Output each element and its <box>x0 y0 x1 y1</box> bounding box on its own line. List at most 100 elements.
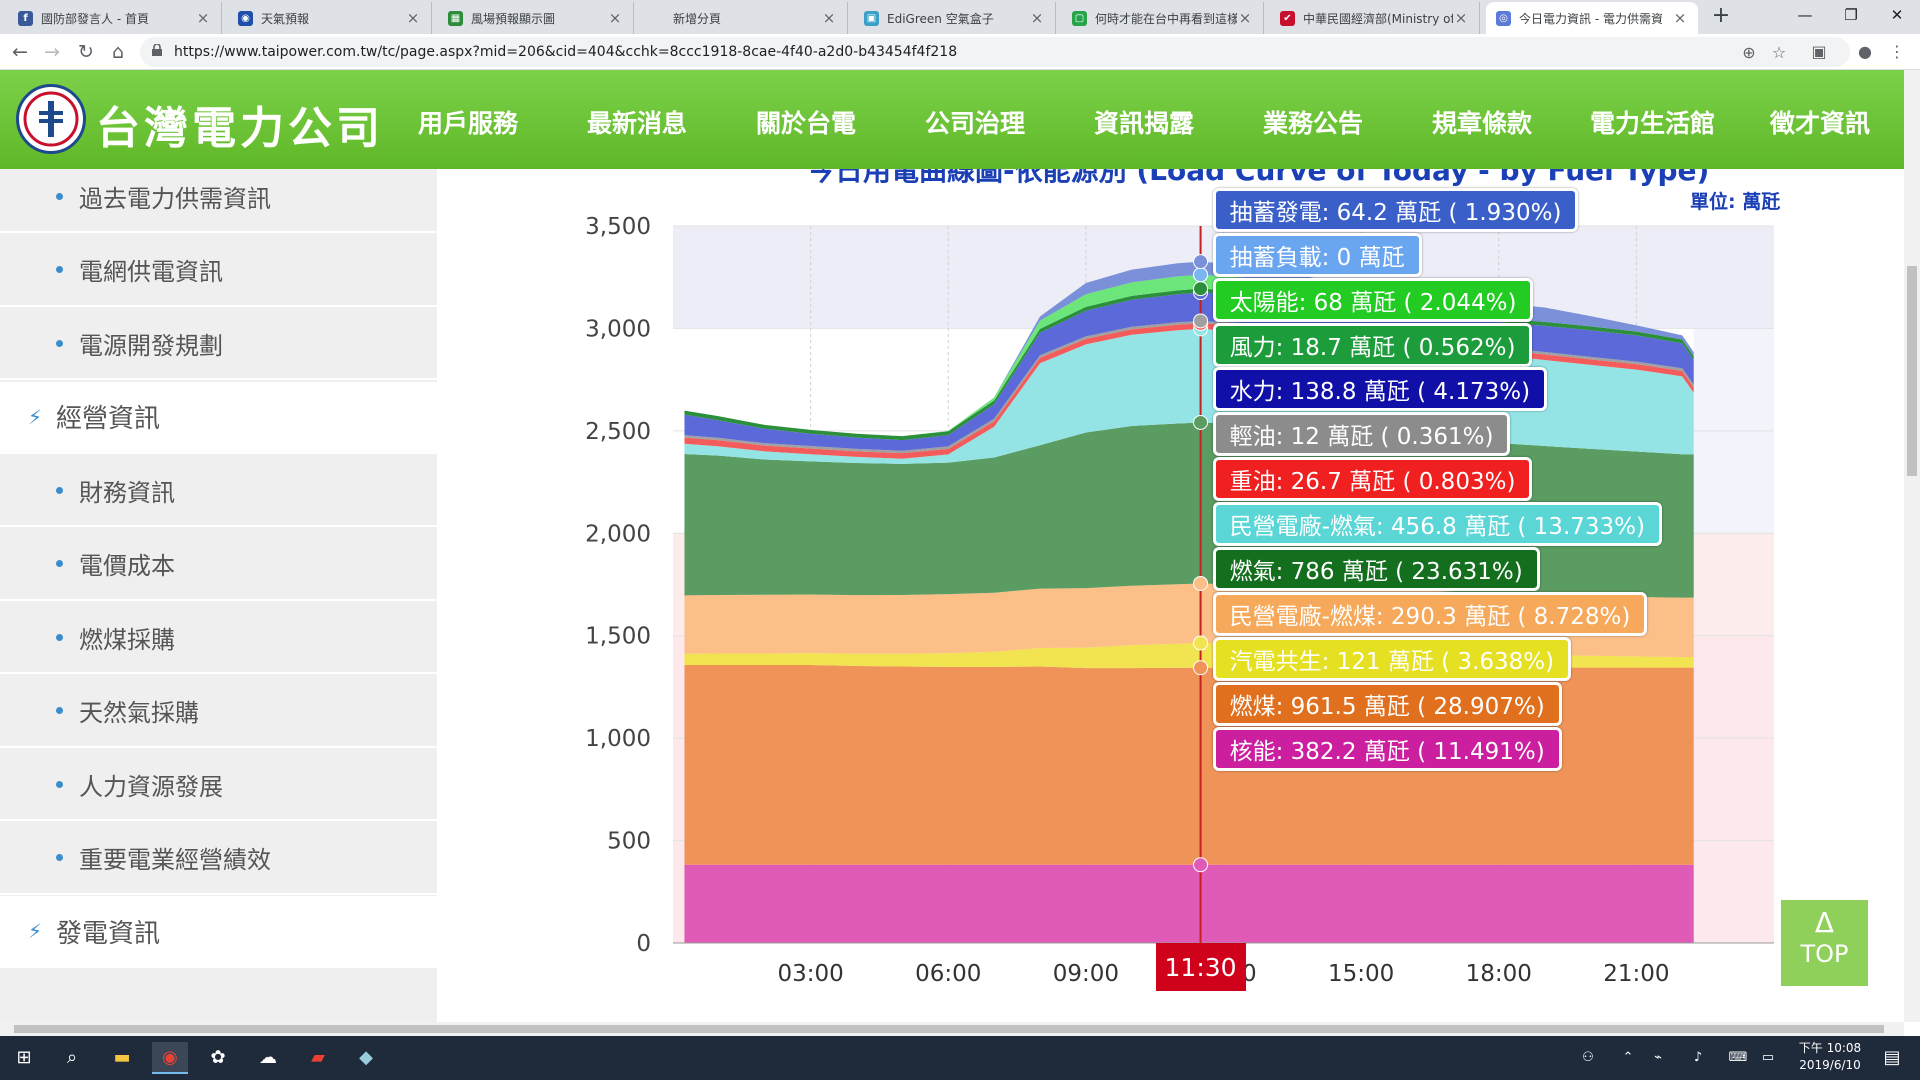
sidebar-item-label: 電源開發規劃 <box>79 331 223 360</box>
lightning-icon: ⚡ <box>28 404 43 429</box>
tab-close-icon[interactable]: × <box>196 9 210 27</box>
tooltip-entry: 汽電共生: 121 萬瓩 ( 3.638%) <box>1212 637 1572 681</box>
reload-icon[interactable]: ↻ <box>78 41 94 63</box>
sidebar-item[interactable]: 電價成本 <box>0 529 437 601</box>
crosshair-marker <box>1193 857 1209 873</box>
horizontal-scroll-thumb[interactable] <box>14 1025 1884 1033</box>
home-icon[interactable]: ⌂ <box>111 41 125 63</box>
lock-icon <box>152 44 162 56</box>
sidebar-item[interactable]: 重要電業經營績效 <box>0 823 437 895</box>
tooltip-entry: 輕油: 12 萬瓩 ( 0.361%) <box>1212 412 1511 456</box>
main-nav-item[interactable]: 業務公告 <box>1263 109 1364 138</box>
back-to-top-button[interactable]: Δ TOP <box>1781 900 1868 986</box>
browser-tab[interactable]: ▦ 風場預報顯示圖 × <box>438 2 634 34</box>
crosshair-marker <box>1193 254 1209 270</box>
chrome-icon[interactable]: ◉ <box>152 1042 188 1074</box>
browser-tab[interactable]: ▣ EdiGreen 空氣盒子 × <box>854 2 1056 34</box>
main-nav-item[interactable]: 公司治理 <box>925 109 1026 138</box>
tab-close-icon[interactable]: × <box>1673 9 1687 27</box>
bullet-icon <box>56 192 63 200</box>
page-vertical-scrollbar[interactable] <box>1904 70 1920 1022</box>
back-icon[interactable]: ← <box>12 41 28 63</box>
chart-unit: 單位: 萬瓩 <box>1690 191 1781 213</box>
forward-icon[interactable]: → <box>44 41 60 63</box>
close-window-button[interactable]: ✕ <box>1890 6 1904 24</box>
main-nav-item[interactable]: 最新消息 <box>587 109 688 138</box>
sidebar-item-label: 過去電力供需資訊 <box>79 184 271 213</box>
sidebar-item[interactable]: 天然氣採購 <box>0 676 437 748</box>
tab-title: 國防部發言人 - 首頁 <box>41 11 149 26</box>
lightning-icon: ⚡ <box>28 919 43 943</box>
taskbar-clock[interactable]: 下午 10:08 2019/6/10 <box>1790 1040 1870 1074</box>
bullet-icon <box>56 780 63 788</box>
app-icon[interactable]: ✿ <box>210 1047 226 1068</box>
app-icon[interactable]: ▰ <box>311 1047 325 1068</box>
profile-icon[interactable]: ● <box>1858 42 1872 61</box>
sidebar-item[interactable]: 人力資源發展 <box>0 749 437 821</box>
sidebar-item[interactable]: 電網供電資訊 <box>0 235 437 307</box>
main-nav-item[interactable]: 徵才資訊 <box>1770 109 1871 138</box>
browser-tab[interactable]: 新增分頁 × <box>640 2 848 34</box>
zoom-icon[interactable]: ⊕ <box>1742 43 1756 62</box>
sidebar-item[interactable]: 燃煤採購 <box>0 602 437 674</box>
tooltip-entry: 太陽能: 68 萬瓩 ( 2.044%) <box>1212 278 1534 322</box>
vertical-scroll-thumb[interactable] <box>1907 266 1917 476</box>
sidebar-category[interactable]: ⚡ 發電資訊 <box>0 896 437 968</box>
sidebar-item-label: 財務資訊 <box>79 478 175 507</box>
browser-tab[interactable]: ◎ 今日電力資訊 - 電力供需資 × <box>1486 2 1698 34</box>
taipower-logo-icon[interactable] <box>16 84 86 154</box>
file-explorer-icon[interactable]: ▬ <box>113 1047 131 1068</box>
main-nav-item[interactable]: 規章條款 <box>1432 109 1533 138</box>
tray-expand-icon[interactable]: ⌃ <box>1622 1050 1634 1065</box>
tab-close-icon[interactable]: × <box>1030 9 1044 27</box>
volume-icon[interactable]: ♪ <box>1693 1050 1703 1065</box>
crosshair-marker <box>1193 635 1209 651</box>
sidebar-item-label: 天然氣採購 <box>79 699 199 727</box>
menu-icon[interactable]: ⋮ <box>1889 42 1905 61</box>
app-icon[interactable]: ◆ <box>359 1047 373 1068</box>
x-tick-label: 21:00 <box>1603 961 1669 987</box>
tab-close-icon[interactable]: × <box>608 9 622 27</box>
tab-close-icon[interactable]: × <box>822 9 836 27</box>
windows-start-icon[interactable]: ⊞ <box>16 1047 32 1068</box>
main-nav-item[interactable]: 電力生活館 <box>1590 109 1716 138</box>
bookmark-star-icon[interactable]: ☆ <box>1771 43 1787 62</box>
notification-icon[interactable]: ▤ <box>1883 1047 1901 1068</box>
clock-date: 2019/6/10 <box>1799 1058 1861 1072</box>
extension-icon[interactable]: ▣ <box>1811 42 1827 61</box>
keyboard-icon[interactable]: ⌨ <box>1728 1050 1748 1065</box>
browser-tab[interactable]: ▢ 何時才能在台中再看到這樣 × <box>1062 2 1264 34</box>
tab-title: 風場預報顯示圖 <box>471 11 556 26</box>
x-tick-label: 09:00 <box>1053 961 1119 987</box>
tab-close-icon[interactable]: × <box>406 9 420 27</box>
sidebar-item[interactable]: 電源開發規劃 <box>0 308 437 380</box>
crosshair-marker <box>1193 267 1209 283</box>
tab-close-icon[interactable]: × <box>1238 9 1252 27</box>
maximize-button[interactable]: ❐ <box>1844 6 1858 24</box>
main-nav-item[interactable]: 關於台電 <box>756 109 857 138</box>
sidebar-category[interactable]: ⚡ 經營資訊 <box>0 381 437 454</box>
new-tab-button[interactable]: + <box>1711 3 1731 28</box>
crosshair-marker <box>1193 313 1209 329</box>
load-curve-chart[interactable]: 0 500 1,000 1,500 2,000 2,500 3,000 3,500 03:00 0… <box>472 169 1904 1022</box>
tooltip-entry: 抽蓄發電: 64.2 萬瓩 ( 1.930%) <box>1212 188 1579 232</box>
bullet-icon <box>56 486 63 494</box>
sidebar-item[interactable]: 財務資訊 <box>0 455 437 527</box>
tooltip-entry: 核能: 382.2 萬瓩 ( 11.491%) <box>1212 727 1562 771</box>
main-nav-item[interactable]: 資訊揭露 <box>1094 109 1195 138</box>
page-horizontal-scrollbar[interactable] <box>0 1022 1904 1036</box>
search-icon[interactable]: ⌕ <box>66 1047 78 1068</box>
site-logo-text[interactable]: 台灣電力公司 <box>96 103 384 154</box>
app-icon[interactable]: ☁ <box>259 1047 277 1068</box>
input-method-icon[interactable]: ▭ <box>1761 1050 1775 1065</box>
browser-tab[interactable]: ✔ 中華民國經濟部(Ministry of × <box>1270 2 1480 34</box>
browser-tab[interactable]: ◉ 天氣預報 × <box>228 2 432 34</box>
url-input[interactable]: https://www.taipower.com.tw/tc/page.aspx… <box>140 37 1850 67</box>
tab-close-icon[interactable]: × <box>1454 9 1468 27</box>
sidebar-item[interactable]: 過去電力供需資訊 <box>0 169 437 233</box>
people-icon[interactable]: ⚇ <box>1582 1050 1594 1065</box>
network-icon[interactable]: ⌁ <box>1654 1050 1662 1065</box>
minimize-button[interactable]: — <box>1797 6 1813 24</box>
browser-tab[interactable]: f 國防部發言人 - 首頁 × <box>8 2 222 34</box>
main-nav-item[interactable]: 用戶服務 <box>418 109 519 138</box>
